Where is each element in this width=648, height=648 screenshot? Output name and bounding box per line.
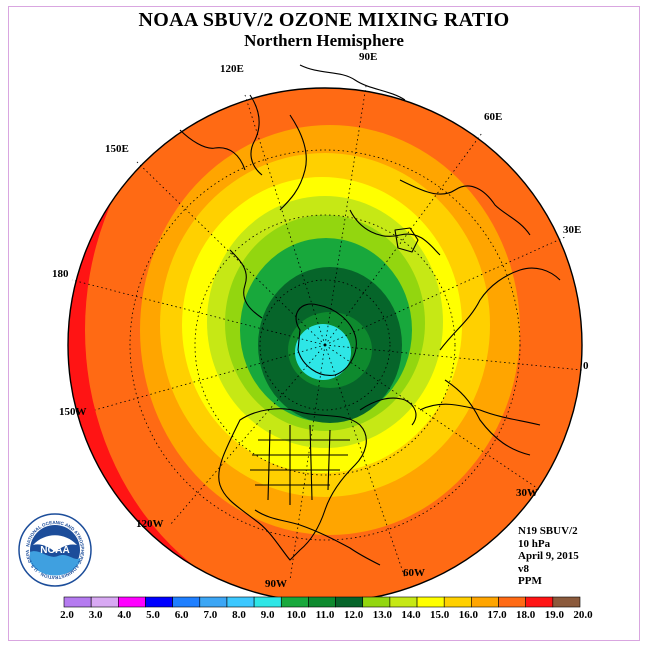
info-date: April 9, 2015 xyxy=(518,550,579,562)
colorbar-tick-label: 2.0 xyxy=(60,609,74,621)
colorbar-tick-label: 15.0 xyxy=(430,609,450,621)
colorbar-tick-label: 8.0 xyxy=(232,609,246,621)
ozone-field xyxy=(68,88,582,602)
info-version: v8 xyxy=(518,562,529,575)
colorbar-tick-label: 7.0 xyxy=(203,609,218,621)
colorbar-tick-label: 17.0 xyxy=(487,609,507,621)
lon-label-150w: 150W xyxy=(59,406,87,418)
colorbar-tick-label: 3.0 xyxy=(88,609,103,621)
lon-label-90e: 90E xyxy=(359,51,378,63)
colorbar-swatch xyxy=(552,596,581,608)
lon-label-120w: 120W xyxy=(136,518,164,530)
info-satellite: N19 SBUV/2 xyxy=(518,525,578,537)
page-title: NOAA SBUV/2 OZONE MIXING RATIO xyxy=(138,9,510,31)
colorbar-tick-label: 9.0 xyxy=(260,609,275,621)
coastlines xyxy=(179,64,561,566)
lon-label-120e: 120E xyxy=(220,63,244,75)
lon-label-60e: 60E xyxy=(484,111,503,123)
colorbar-tick-label: 6.0 xyxy=(174,609,189,621)
colorbar-tick-label: 16.0 xyxy=(458,609,478,621)
lon-label-60w: 60W xyxy=(403,567,425,579)
lon-label-0: 0 xyxy=(583,360,589,372)
colorbar-tick-label: 20.0 xyxy=(573,609,593,621)
data-info: N19 SBUV/2 10 hPa April 9, 2015 v8 PPM xyxy=(518,525,579,588)
colorbar-tick-label: 4.0 xyxy=(117,609,132,621)
latitude-circles xyxy=(129,149,521,541)
colorbar-tick-label: 12.0 xyxy=(344,609,364,621)
noaa-logo-text: NOAA xyxy=(40,545,69,556)
lon-label-90w: 90W xyxy=(265,578,287,590)
colorbar xyxy=(63,596,581,608)
lon-label-30w: 30W xyxy=(516,487,538,499)
page-subtitle: Northern Hemisphere xyxy=(244,31,404,50)
lon-label-180: 180 xyxy=(52,268,69,280)
longitude-lines xyxy=(71,85,583,581)
figure-frame xyxy=(8,6,640,641)
colorbar-tick-label: 11.0 xyxy=(315,609,335,621)
info-units: PPM xyxy=(518,575,542,587)
colorbar-tick-label: 13.0 xyxy=(372,609,392,621)
info-level: 10 hPa xyxy=(518,537,551,550)
colorbar-tick-label: 19.0 xyxy=(544,609,564,621)
colorbar-tick-label: 10.0 xyxy=(286,609,306,621)
colorbar-tick-label: 14.0 xyxy=(401,609,421,621)
lon-label-150e: 150E xyxy=(105,143,129,155)
colorbar-tick-label: 18.0 xyxy=(516,609,536,621)
lon-label-30e: 30E xyxy=(563,224,582,236)
colorbar-tick-label: 5.0 xyxy=(146,609,160,621)
ozone-band-8-9 xyxy=(295,324,351,380)
